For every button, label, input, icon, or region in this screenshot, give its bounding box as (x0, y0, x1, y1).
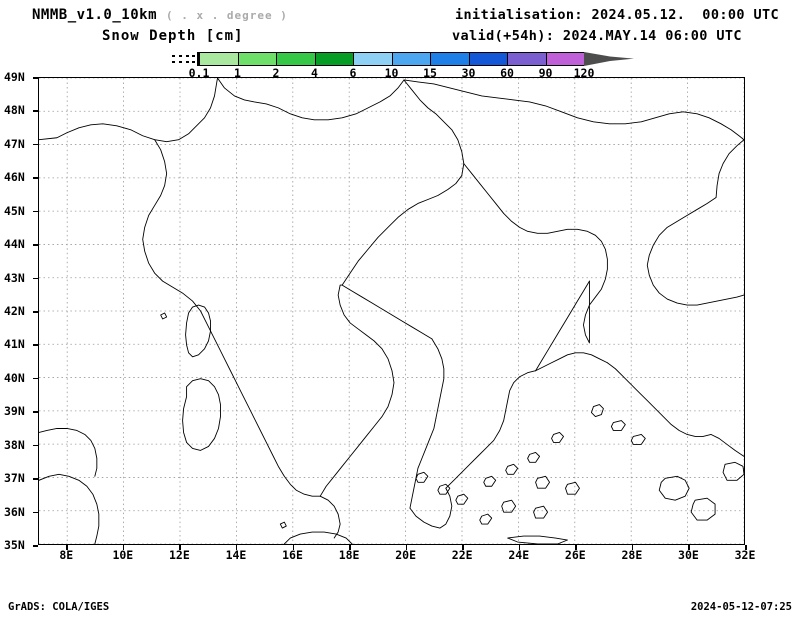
lat-label-44N: 44N (4, 237, 25, 252)
model-title: NMMB_v1.0_10km ( . x . degree ) (32, 7, 288, 23)
model-resolution-note: ( . x . degree ) (165, 9, 288, 22)
lon-label-12E: 12E (169, 548, 190, 562)
colorbar-overflow-arrow (584, 52, 634, 66)
colorbar-block-0 (199, 52, 238, 66)
lon-tick (688, 545, 690, 550)
lon-label-32E: 32E (734, 548, 756, 562)
lon-label-26E: 26E (564, 548, 586, 562)
lat-tick (33, 377, 38, 380)
lon-tick (66, 545, 68, 550)
valid-time: valid(+54h): 2024.MAY.14 06:00 UTC (452, 28, 742, 44)
lat-label-35N: 35N (4, 538, 25, 552)
variable-title: Snow Depth [cm] (102, 28, 244, 44)
footer-producer: GrADS: COLA/IGES (8, 601, 110, 613)
lat-label-46N: 46N (4, 170, 25, 185)
lat-label-37N: 37N (4, 471, 25, 486)
lat-label-49N: 49N (4, 70, 25, 84)
lat-tick (33, 311, 38, 313)
lat-tick (33, 344, 38, 346)
lon-label-22E: 22E (451, 548, 473, 562)
colorbar-block-7 (468, 52, 507, 66)
footer-timestamp: 2024-05-12-07:25 (690, 601, 792, 613)
lat-label-41N: 41N (4, 337, 25, 352)
map-gridlines (39, 78, 744, 544)
colorbar-blocks (199, 52, 584, 66)
lon-tick (462, 545, 464, 550)
colorbar (171, 52, 634, 66)
lon-tick (122, 545, 125, 550)
colorbar-block-8 (507, 52, 546, 66)
lat-tick (33, 511, 38, 514)
lon-label-24E: 24E (508, 548, 530, 562)
lat-tick (33, 277, 38, 280)
colorbar-tick-2: 2 (272, 66, 280, 80)
lat-label-42N: 42N (4, 304, 25, 318)
lon-tick (518, 545, 521, 550)
lat-label-43N: 43N (4, 270, 25, 285)
lon-label-28E: 28E (621, 548, 643, 562)
lon-tick (631, 545, 634, 550)
initialisation-time: initialisation: 2024.05.12. 00:00 UTC (455, 7, 780, 23)
colorbar-tick-4: 4 (311, 66, 318, 80)
lon-label-8E: 8E (59, 548, 74, 562)
colorbar-block-5 (391, 52, 430, 66)
colorbar-tick-1: 1 (234, 66, 241, 80)
lon-tick (745, 545, 747, 550)
colorbar-tick-10: 10 (384, 66, 399, 80)
lat-tick (33, 210, 38, 213)
lat-label-38N: 38N (4, 437, 25, 452)
lat-tick (33, 444, 38, 447)
colorbar-tick-120: 120 (573, 66, 595, 80)
lat-label-36N: 36N (4, 504, 25, 519)
colorbar-tick-0.1: 0.1 (188, 66, 210, 80)
colorbar-tick-15: 15 (423, 66, 437, 80)
lat-label-45N: 45N (4, 203, 25, 218)
lat-tick (33, 411, 38, 413)
map-plot-area (38, 77, 745, 545)
lon-tick (292, 545, 295, 550)
lat-label-40N: 40N (4, 370, 25, 385)
colorbar-tick-60: 60 (500, 66, 514, 80)
colorbar-block-4 (353, 52, 392, 66)
map-coastlines (39, 78, 744, 544)
colorbar-tick-labels: 0.1 1 2 4 6 10 15 30 60 90 120 (171, 66, 641, 80)
lon-tick (349, 545, 351, 550)
lat-tick (33, 545, 38, 547)
lon-label-18E: 18E (338, 548, 360, 562)
lat-label-39N: 39N (4, 404, 25, 419)
colorbar-block-9 (545, 52, 584, 66)
lon-label-16E: 16E (282, 548, 303, 562)
colorbar-tick-90: 90 (538, 66, 553, 80)
lat-tick (33, 77, 38, 79)
lon-tick (575, 545, 577, 550)
colorbar-block-6 (430, 52, 469, 66)
lat-tick (33, 143, 38, 146)
colorbar-block-2 (276, 52, 315, 66)
lat-tick (33, 478, 38, 480)
lon-label-14E: 14E (225, 548, 247, 562)
lon-label-30E: 30E (678, 548, 699, 562)
lat-tick (33, 177, 38, 179)
lat-tick (33, 244, 38, 246)
colorbar-tick-30: 30 (461, 66, 476, 80)
lon-tick (405, 545, 408, 550)
colorbar-block-1 (237, 52, 276, 66)
colorbar-tick-6: 6 (349, 66, 357, 80)
lon-label-20E: 20E (395, 548, 417, 562)
colorbar-below-threshold-dashes (171, 52, 199, 66)
lat-label-47N: 47N (4, 136, 25, 151)
lon-tick (235, 545, 238, 550)
model-title-text: NMMB_v1.0_10km (32, 7, 158, 23)
lon-label-10E: 10E (112, 548, 134, 562)
lat-tick (33, 110, 38, 112)
lon-tick (179, 545, 181, 550)
lat-label-48N: 48N (4, 103, 25, 118)
colorbar-block-3 (314, 52, 353, 66)
